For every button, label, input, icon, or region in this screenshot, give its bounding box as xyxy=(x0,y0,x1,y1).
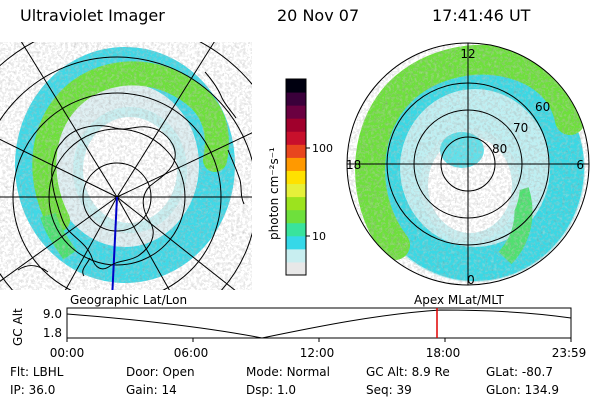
colorbar-band xyxy=(286,235,306,250)
magnetic-map: 12 18 6 0 60 70 80 xyxy=(346,42,590,287)
geographic-label: Geographic Lat/Lon xyxy=(70,293,187,307)
mlt-label-6: 6 xyxy=(576,158,584,172)
colorbar-label: photon cm⁻²s⁻¹ xyxy=(267,147,281,240)
altitude-plot-frame xyxy=(66,307,572,339)
alt-xtick-1200: 12:00 xyxy=(300,346,335,360)
instrument-title: Ultraviolet Imager xyxy=(20,6,165,25)
colorbar-band xyxy=(286,105,306,119)
colorbar-band xyxy=(286,79,306,93)
alt-xtick-2359: 23:59 xyxy=(552,346,587,360)
colorbar-band xyxy=(286,170,306,185)
mlat-label-70: 70 xyxy=(513,121,528,135)
geo-noise xyxy=(0,42,252,290)
status-door: Door: Open xyxy=(126,365,195,379)
status-glon: GLon: 134.9 xyxy=(486,383,559,397)
date-label: 20 Nov 07 xyxy=(277,6,360,25)
colorbar-ticklabel-10: 10 xyxy=(312,230,326,243)
alt-ylabel: GC Alt xyxy=(11,308,25,346)
colorbar-frame xyxy=(285,78,307,276)
colorbar-band xyxy=(286,157,306,171)
alt-xtick-0600: 06:00 xyxy=(174,346,209,360)
mag-noise xyxy=(347,43,589,285)
geo-meridians xyxy=(0,42,252,290)
altitude-curve xyxy=(66,309,572,339)
colorbar-band xyxy=(286,144,306,158)
antarctica-coastline xyxy=(51,125,176,270)
alt-x-ticks xyxy=(66,338,572,342)
geo-lat-circle-4 xyxy=(0,56,252,290)
colorbar-band xyxy=(286,209,306,224)
coastline-ne xyxy=(204,71,237,119)
time-label: 17:41:46 UT xyxy=(432,6,531,25)
geographic-map xyxy=(0,42,252,290)
alt-xtick-1800: 18:00 xyxy=(426,346,461,360)
alt-tick-1-8: 1.8 xyxy=(43,326,62,340)
status-gain: Gain: 14 xyxy=(126,383,177,397)
coastline-sw xyxy=(17,265,49,273)
mlt-label-18: 18 xyxy=(346,158,361,172)
colorbar-ticklabel-100: 100 xyxy=(312,142,333,155)
status-flt: Flt: LBHL xyxy=(10,365,64,379)
mlt-label-12: 12 xyxy=(460,47,475,61)
status-glat: GLat: -80.7 xyxy=(486,365,553,379)
colorbar-band xyxy=(286,92,306,106)
colorbar-band xyxy=(286,196,306,211)
colorbar-band xyxy=(286,261,306,276)
status-gc-alt: GC Alt: 8.9 Re xyxy=(366,365,450,379)
colorbar-band xyxy=(286,183,306,198)
colorbar-band xyxy=(286,222,306,237)
status-ip: IP: 36.0 xyxy=(10,383,56,397)
status-dsp: Dsp: 1.0 xyxy=(246,383,297,397)
colorbar-band xyxy=(286,248,306,263)
mlat-label-80: 80 xyxy=(492,142,507,156)
colorbar-gradient xyxy=(286,79,306,276)
colorbar-band xyxy=(286,131,306,145)
alt-tick-9: 9.0 xyxy=(43,307,62,321)
status-seq: Seq: 39 xyxy=(366,383,412,397)
status-mode: Mode: Normal xyxy=(246,365,330,379)
colorbar-band xyxy=(286,118,306,132)
alt-xtick-0000: 00:00 xyxy=(50,346,85,360)
coastline-e xyxy=(227,149,245,205)
mlat-label-60: 60 xyxy=(535,100,550,114)
colorbar: 100 10 photon cm⁻²s⁻¹ xyxy=(267,78,333,276)
geo-reference-meridian xyxy=(111,196,118,290)
antarctic-peninsula xyxy=(82,257,91,277)
mlt-label-0: 0 xyxy=(467,273,475,287)
altitude-plot: Geographic Lat/Lon Apex MLat/MLT 9.0 1.8… xyxy=(11,293,586,360)
apex-label: Apex MLat/MLT xyxy=(414,293,504,307)
